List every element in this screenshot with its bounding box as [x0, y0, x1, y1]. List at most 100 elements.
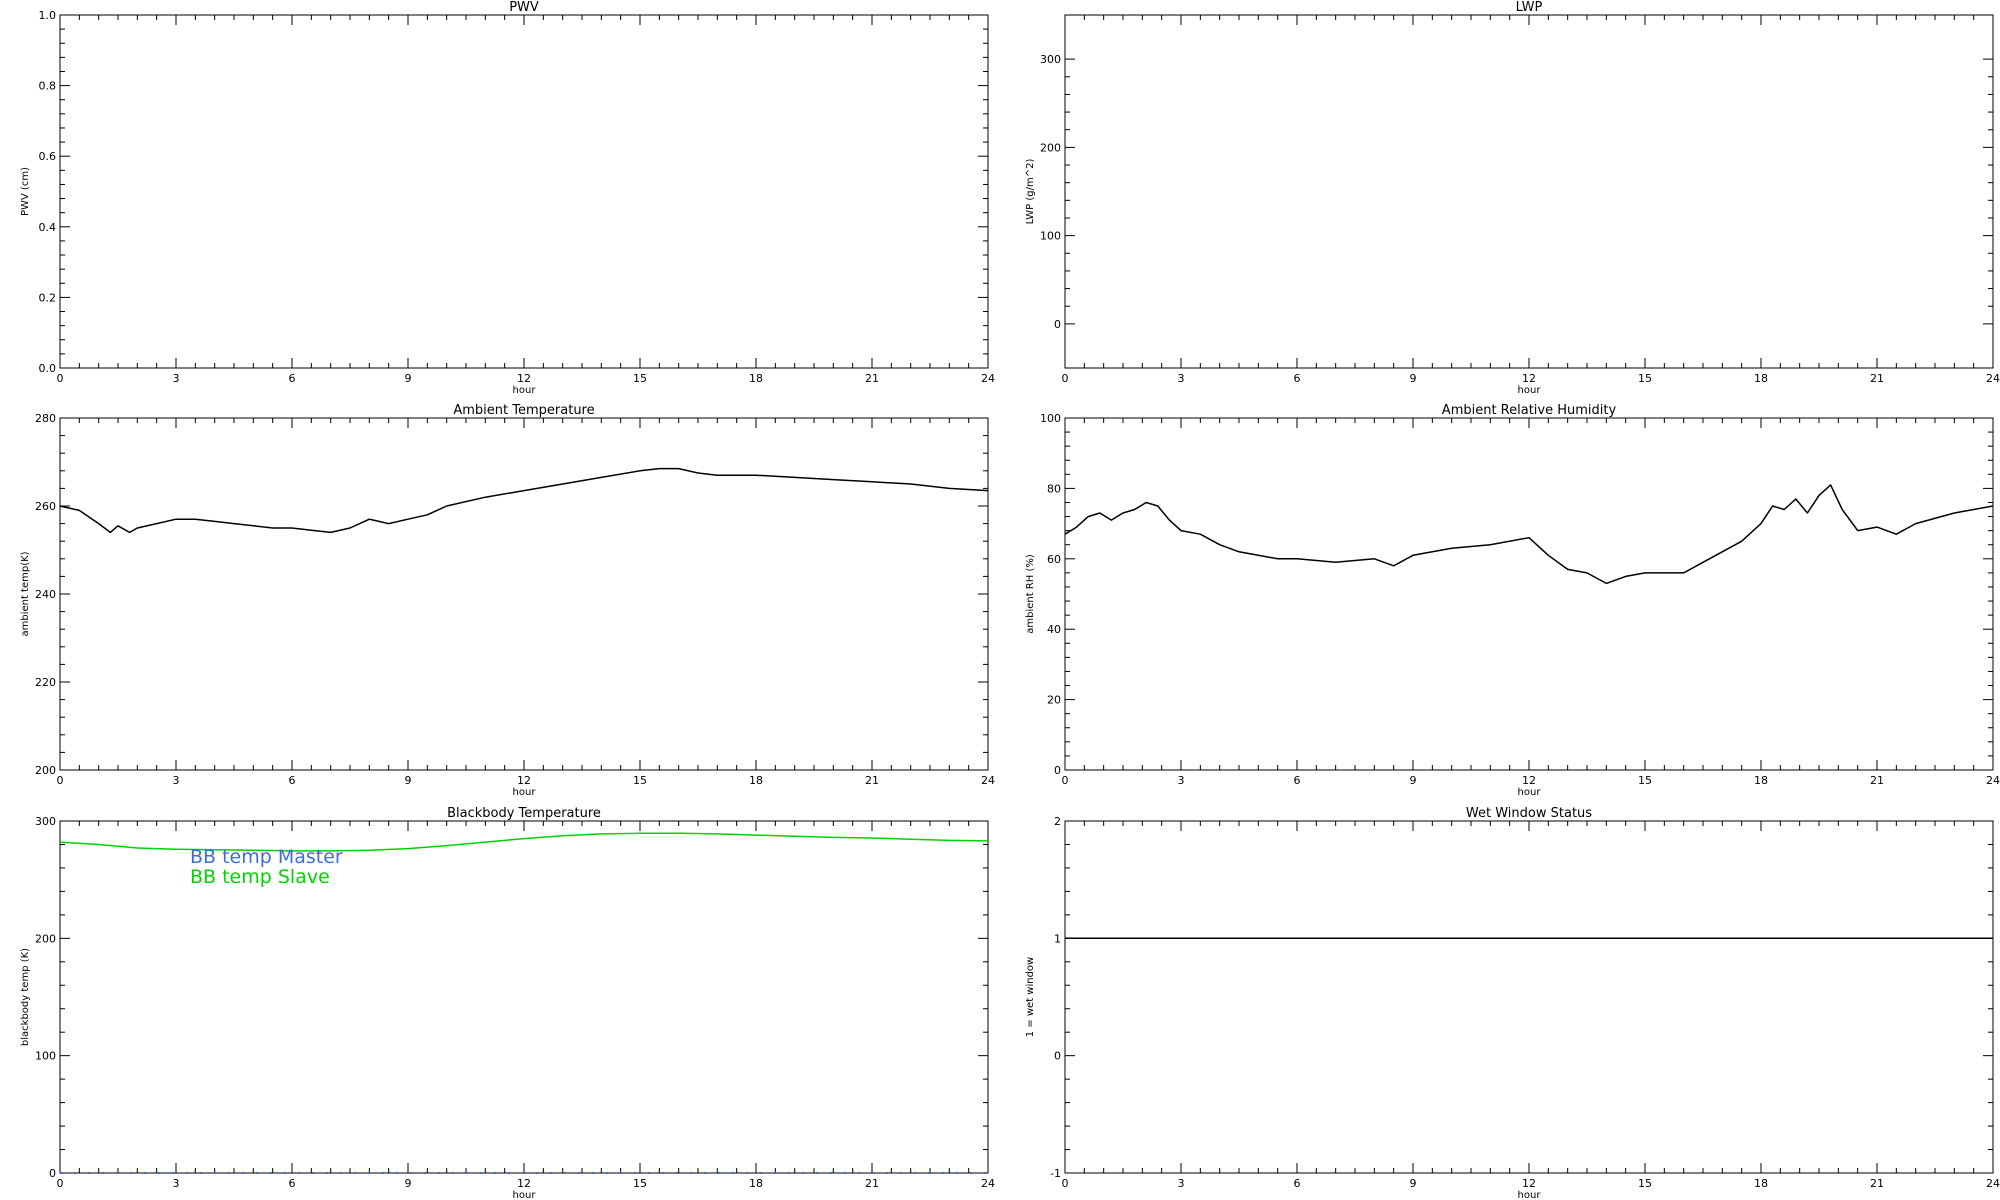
chart-title: Wet Window Status [1466, 806, 1592, 821]
chart-panel-lwp: LWP 0 3 6 9 12 15 18 21 24 0 100 200 300 hour LWP (g/m^… [1025, 0, 2000, 396]
x-tick-label: 21 [865, 372, 879, 385]
series-line-0 [1064, 484, 1994, 585]
x-tick-label: 9 [405, 372, 412, 385]
y-axis-label: ambient RH (%) [1025, 554, 1036, 634]
x-tick-label: 12 [517, 1177, 531, 1190]
x-tick-label: 0 [57, 774, 64, 787]
y-tick-label: 100 [1040, 412, 1061, 425]
x-tick-label: 21 [865, 1177, 879, 1190]
x-tick-label: 12 [1522, 1177, 1536, 1190]
y-axis-label: ambient temp(K) [20, 551, 31, 636]
x-tick-label: 15 [633, 774, 647, 787]
x-tick-label: 24 [1986, 774, 2000, 787]
y-tick-label: -1 [1050, 1167, 1061, 1180]
x-axis-label: hour [513, 385, 537, 396]
chart-title: PWV [509, 0, 539, 15]
x-tick-label: 0 [1062, 1177, 1069, 1190]
chart-title: Blackbody Temperature [447, 806, 601, 821]
x-tick-label: 9 [1410, 774, 1417, 787]
y-tick-label: 1.0 [39, 9, 57, 22]
x-tick-label: 24 [981, 1177, 995, 1190]
y-tick-label: 0.6 [39, 150, 57, 163]
x-tick-label: 3 [1178, 1177, 1185, 1190]
x-tick-label: 21 [865, 774, 879, 787]
x-tick-label: 18 [1754, 1177, 1768, 1190]
y-axis-label: PWV (cm) [20, 167, 31, 216]
y-tick-label: 300 [35, 815, 56, 828]
y-tick-label: 0 [49, 1167, 56, 1180]
x-tick-label: 6 [1294, 372, 1301, 385]
y-tick-label: 100 [1040, 230, 1061, 243]
x-tick-label: 15 [633, 1177, 647, 1190]
y-tick-label: 200 [1040, 141, 1061, 154]
x-tick-label: 24 [981, 774, 995, 787]
x-axis-label: hour [1518, 385, 1542, 396]
x-tick-label: 12 [1522, 372, 1536, 385]
y-tick-label: 0 [1054, 318, 1061, 331]
x-tick-label: 15 [633, 372, 647, 385]
y-tick-label: 0 [1054, 764, 1061, 777]
chart-panel-blackbody-temperature: Blackbody Temperature 0 3 6 9 12 15 18 21 24 0 100 2… [20, 806, 995, 1200]
chart-panel-ambient-relative-humidity: Ambient Relative Humidity 0 3 6 9 12 15 18 21 24 0… [1025, 403, 2000, 798]
x-tick-label: 3 [1178, 372, 1185, 385]
chart-panel-pwv: PWV 0 3 6 9 12 15 18 21 24 0.0 0.2 0.4 0.6 0.8 1.0 hour P… [20, 0, 995, 396]
y-tick-label: 0.0 [39, 362, 57, 375]
x-tick-label: 6 [289, 1177, 296, 1190]
x-tick-label: 12 [517, 372, 531, 385]
x-tick-label: 3 [173, 774, 180, 787]
y-tick-label: 40 [1047, 623, 1061, 636]
y-tick-label: 0.4 [39, 221, 57, 234]
y-tick-label: 200 [35, 932, 56, 945]
y-tick-label: 80 [1047, 482, 1061, 495]
chart-title: LWP [1516, 0, 1543, 15]
y-tick-label: 100 [35, 1050, 56, 1063]
x-tick-label: 9 [1410, 1177, 1417, 1190]
x-tick-label: 24 [1986, 372, 2000, 385]
x-tick-label: 12 [517, 774, 531, 787]
y-tick-label: 300 [1040, 53, 1061, 66]
x-tick-label: 0 [57, 372, 64, 385]
x-tick-label: 3 [1178, 774, 1185, 787]
x-tick-label: 6 [1294, 774, 1301, 787]
x-tick-label: 3 [173, 372, 180, 385]
x-tick-label: 9 [1410, 372, 1417, 385]
x-tick-label: 18 [749, 372, 763, 385]
x-tick-label: 18 [749, 1177, 763, 1190]
y-tick-label: 220 [35, 676, 56, 689]
series-line-1 [59, 832, 989, 852]
x-tick-label: 15 [1638, 1177, 1652, 1190]
x-tick-label: 15 [1638, 774, 1652, 787]
x-tick-label: 12 [1522, 774, 1536, 787]
x-axis-label: hour [1518, 787, 1542, 798]
y-axis-label: LWP (g/m^2) [1025, 159, 1036, 225]
y-tick-label: 260 [35, 500, 56, 513]
chart-title: Ambient Relative Humidity [1442, 403, 1617, 418]
x-tick-label: 0 [1062, 774, 1069, 787]
y-tick-label: 240 [35, 588, 56, 601]
series-line-0 [59, 467, 989, 534]
x-axis-label: hour [513, 787, 537, 798]
y-tick-label: 0 [1054, 1050, 1061, 1063]
y-tick-label: 20 [1047, 694, 1061, 707]
x-tick-label: 9 [405, 1177, 412, 1190]
y-tick-label: 60 [1047, 553, 1061, 566]
x-tick-label: 18 [1754, 774, 1768, 787]
x-tick-label: 21 [1870, 1177, 1884, 1190]
x-axis-label: hour [513, 1190, 537, 1200]
x-tick-label: 24 [981, 372, 995, 385]
x-tick-label: 9 [405, 774, 412, 787]
x-tick-label: 6 [289, 372, 296, 385]
y-tick-label: 2 [1054, 815, 1061, 828]
x-tick-label: 0 [1062, 372, 1069, 385]
x-tick-label: 15 [1638, 372, 1652, 385]
y-tick-label: 1 [1054, 932, 1061, 945]
chart-panel-ambient-temperature: Ambient Temperature 0 3 6 9 12 15 18 21 24 200 220 2… [20, 403, 995, 798]
legend-entry: BB temp Master [190, 846, 343, 868]
y-tick-label: 0.2 [39, 291, 57, 304]
x-tick-label: 6 [289, 774, 296, 787]
x-axis-label: hour [1518, 1190, 1542, 1200]
y-tick-label: 0.8 [39, 80, 57, 93]
